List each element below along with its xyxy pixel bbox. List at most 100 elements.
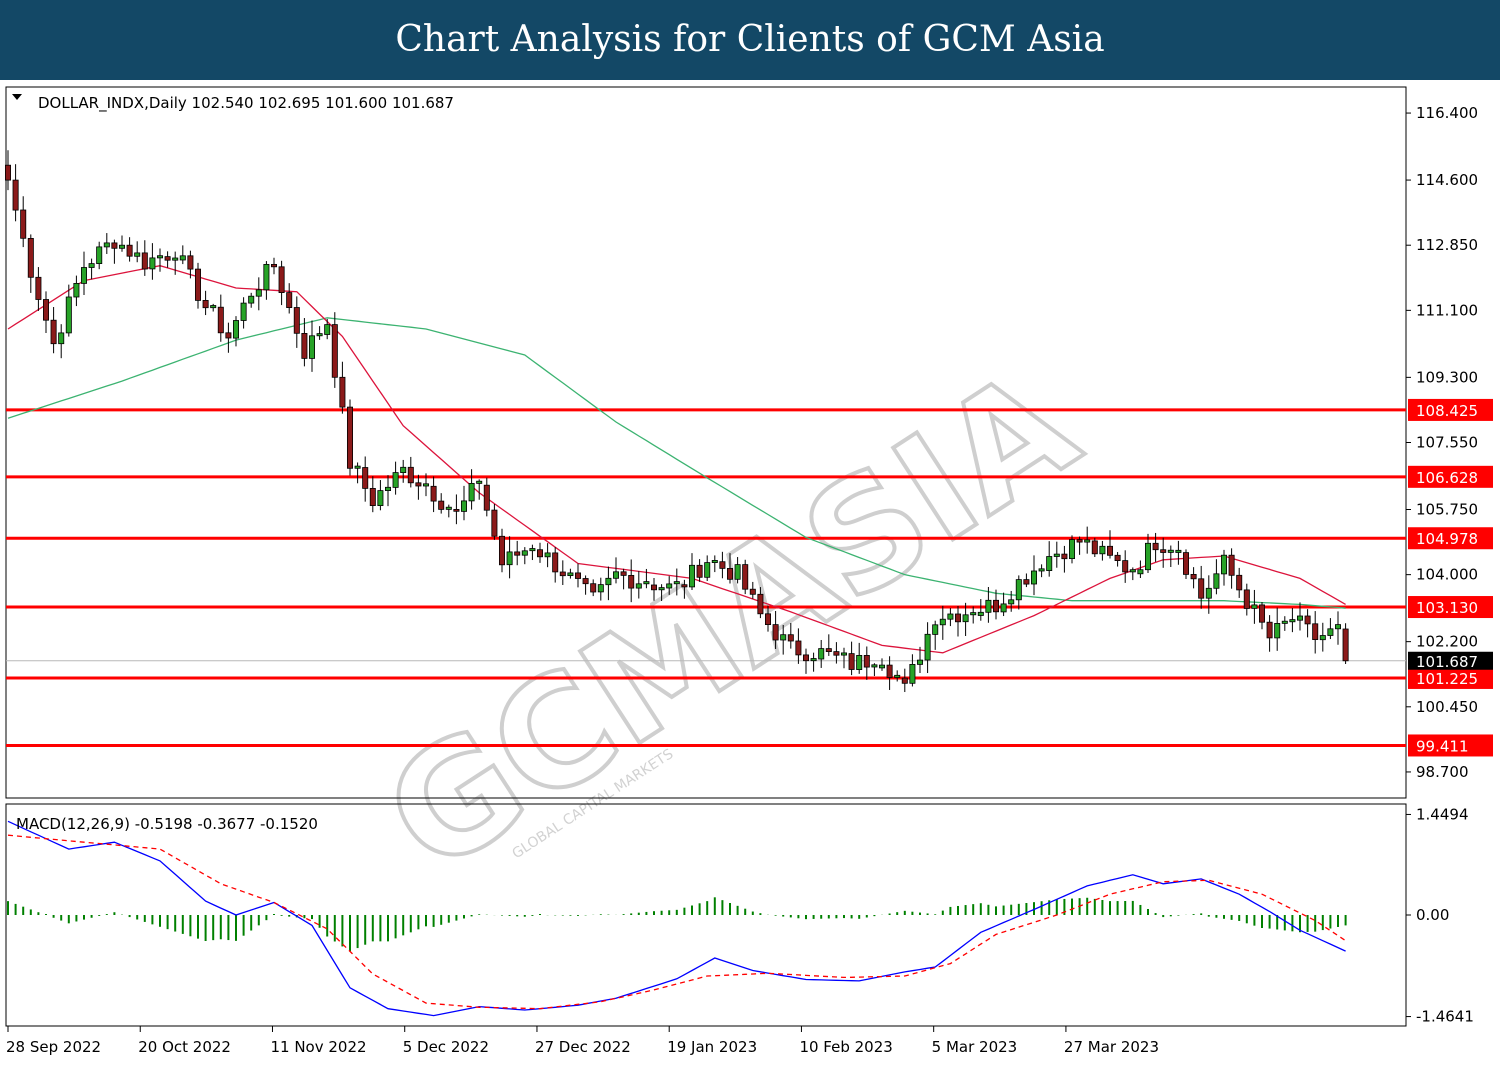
candle-body: [422, 483, 429, 487]
candle-body: [605, 577, 612, 586]
level-tag: [1408, 465, 1493, 488]
candle-body: [521, 550, 528, 556]
candle-body: [1183, 552, 1190, 575]
candle-body: [1129, 569, 1136, 573]
x-tick-label: 20 Oct 2022: [138, 1038, 231, 1056]
candle-body: [5, 164, 11, 181]
candle-body: [1167, 549, 1174, 553]
candle-body: [172, 257, 179, 261]
collapse-triangle-icon[interactable]: [12, 94, 22, 100]
level-tag: [1408, 666, 1493, 689]
candle-body: [643, 581, 650, 585]
candle-body: [240, 302, 247, 321]
candle-body: [552, 552, 559, 573]
macd-plot: [7, 820, 1347, 1017]
level-tag: [1408, 596, 1493, 619]
candle-body: [1259, 604, 1266, 623]
candle-body: [1152, 542, 1159, 551]
candle-body: [286, 292, 293, 309]
candle-body: [1091, 540, 1098, 555]
level-tag-label: 108.425: [1416, 402, 1478, 420]
candle-body: [400, 466, 407, 473]
candle-body: [628, 574, 635, 589]
candle-body: [81, 267, 88, 284]
candle-body: [651, 584, 658, 591]
candle-body: [1076, 539, 1083, 543]
candle-body: [932, 624, 939, 635]
candle-body: [567, 572, 574, 576]
candle-body: [1023, 579, 1030, 585]
candle-body: [1319, 635, 1326, 641]
candle-body: [985, 599, 992, 613]
candle-body: [719, 561, 726, 569]
price-tick-label: 102.200: [1416, 633, 1478, 651]
candle-body: [316, 333, 323, 337]
candle-body: [1251, 604, 1258, 609]
candle-body: [293, 307, 300, 334]
candle-body: [871, 664, 878, 668]
candle-body: [544, 552, 551, 558]
candle-body: [301, 332, 308, 359]
candle-body: [141, 252, 148, 270]
candle-body: [863, 655, 870, 668]
candle-body: [962, 614, 969, 623]
level-tag: [1408, 734, 1493, 757]
candle-body: [955, 613, 962, 623]
candle-body: [734, 564, 741, 580]
candle-body: [210, 305, 217, 309]
candle-body: [1205, 587, 1212, 599]
candle-body: [757, 593, 764, 615]
level-tag: [1408, 527, 1493, 550]
candle-body: [1122, 560, 1129, 573]
x-tick-label: 5 Dec 2022: [403, 1038, 489, 1056]
candle-body: [225, 332, 232, 339]
candle-body: [803, 654, 810, 662]
candle-body: [1061, 553, 1068, 560]
x-tick-label: 10 Feb 2023: [799, 1038, 892, 1056]
candle-body: [658, 587, 665, 591]
candle-body: [1312, 623, 1319, 640]
candle-body: [119, 244, 126, 249]
candle-body: [787, 634, 794, 642]
price-plot: [5, 150, 1406, 747]
candle-body: [217, 306, 224, 334]
price-tick-label: 104.000: [1416, 566, 1478, 584]
candle-body: [1198, 578, 1205, 599]
candle-body: [1069, 539, 1076, 560]
candle-body: [1031, 570, 1038, 585]
candle-body: [1335, 624, 1342, 630]
level-tag-label: 106.628: [1416, 469, 1478, 487]
candle-body: [765, 613, 772, 625]
candle-body: [134, 252, 141, 257]
candle-body: [1175, 549, 1182, 553]
candle-body: [354, 465, 361, 469]
chart-area[interactable]: GCMASIA GLOBAL CAPITAL MARKETS 116.40011…: [0, 80, 1500, 1071]
candle-body: [529, 548, 536, 552]
candle-body: [818, 648, 825, 660]
candle-body: [73, 282, 80, 298]
candle-body: [1228, 554, 1235, 576]
candle-body: [1114, 554, 1121, 561]
candle-body: [392, 472, 399, 488]
candle-body: [856, 655, 863, 671]
candle-body: [50, 319, 57, 345]
level-tag-label: 103.130: [1416, 599, 1478, 617]
level-tag-label: 104.978: [1416, 530, 1478, 548]
price-info-text: DOLLAR_INDX,Daily 102.540 102.695 101.60…: [38, 94, 454, 113]
candle-body: [514, 551, 521, 556]
candle-body: [879, 664, 886, 669]
candle-body: [27, 237, 34, 278]
candle-body: [460, 500, 467, 512]
x-tick-label: 5 Mar 2023: [932, 1038, 1018, 1056]
candle-body: [704, 562, 711, 578]
candle-body: [126, 244, 133, 257]
candle-body: [590, 583, 597, 593]
candle-body: [187, 255, 194, 270]
slow-moving-average: [7, 317, 1346, 609]
candle-body: [1266, 621, 1273, 639]
candle-body: [582, 578, 589, 585]
candle-body: [111, 242, 118, 249]
candle-body: [278, 266, 285, 294]
candle-body: [666, 583, 673, 589]
macd-tick-label: 1.4494: [1416, 805, 1469, 823]
